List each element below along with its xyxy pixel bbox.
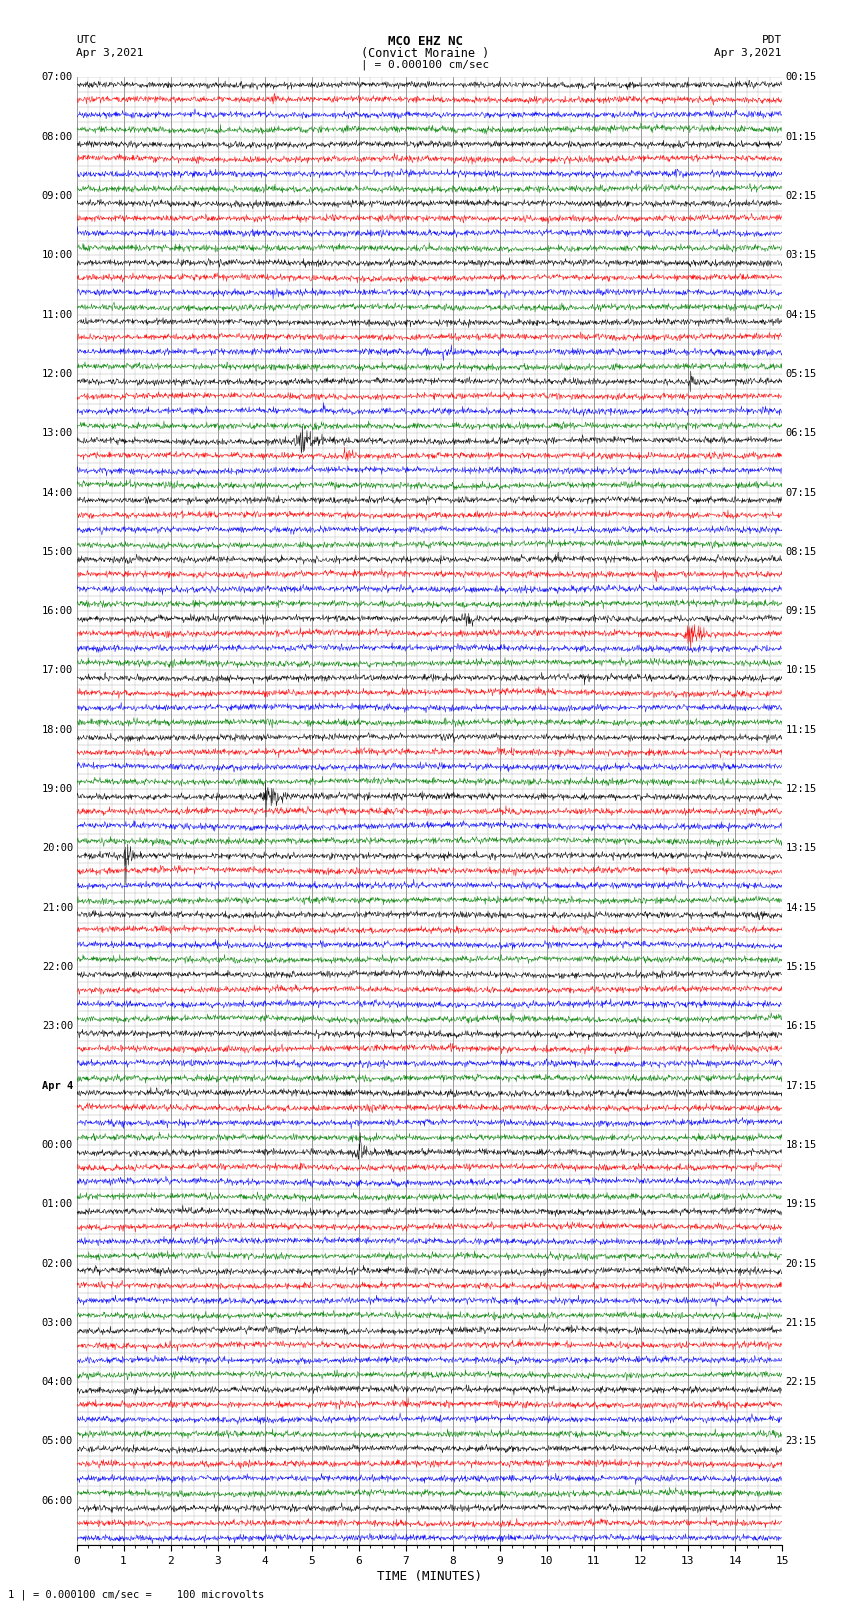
Text: 11:15: 11:15 [785,724,817,736]
Text: 12:00: 12:00 [42,369,73,379]
Text: 02:00: 02:00 [42,1258,73,1268]
X-axis label: TIME (MINUTES): TIME (MINUTES) [377,1569,482,1582]
Text: PDT: PDT [762,35,782,45]
Text: 04:15: 04:15 [785,310,817,319]
Text: 04:00: 04:00 [42,1378,73,1387]
Text: 22:15: 22:15 [785,1378,817,1387]
Text: 19:15: 19:15 [785,1198,817,1210]
Text: Apr 3,2021: Apr 3,2021 [715,48,782,58]
Text: 13:15: 13:15 [785,844,817,853]
Text: 05:15: 05:15 [785,369,817,379]
Text: 23:15: 23:15 [785,1437,817,1447]
Text: 18:00: 18:00 [42,724,73,736]
Text: 21:15: 21:15 [785,1318,817,1327]
Text: 02:15: 02:15 [785,190,817,202]
Text: 06:15: 06:15 [785,429,817,439]
Text: Apr 4: Apr 4 [42,1081,73,1090]
Text: 09:00: 09:00 [42,190,73,202]
Text: 08:15: 08:15 [785,547,817,556]
Text: 06:00: 06:00 [42,1495,73,1507]
Text: 15:15: 15:15 [785,961,817,973]
Text: (Convict Moraine ): (Convict Moraine ) [361,47,489,60]
Text: 20:00: 20:00 [42,844,73,853]
Text: 21:00: 21:00 [42,903,73,913]
Text: 10:00: 10:00 [42,250,73,260]
Text: 00:15: 00:15 [785,73,817,82]
Text: 23:00: 23:00 [42,1021,73,1031]
Text: 08:00: 08:00 [42,132,73,142]
Text: 07:00: 07:00 [42,73,73,82]
Text: Apr 3,2021: Apr 3,2021 [76,48,144,58]
Text: 07:15: 07:15 [785,487,817,497]
Text: 03:15: 03:15 [785,250,817,260]
Text: 00:00: 00:00 [42,1140,73,1150]
Text: 09:15: 09:15 [785,606,817,616]
Text: MCO EHZ NC: MCO EHZ NC [388,35,462,48]
Text: 03:00: 03:00 [42,1318,73,1327]
Text: 01:15: 01:15 [785,132,817,142]
Text: 19:00: 19:00 [42,784,73,794]
Text: 20:15: 20:15 [785,1258,817,1268]
Text: 15:00: 15:00 [42,547,73,556]
Text: UTC: UTC [76,35,97,45]
Text: 12:15: 12:15 [785,784,817,794]
Text: 13:00: 13:00 [42,429,73,439]
Text: 14:15: 14:15 [785,903,817,913]
Text: 10:15: 10:15 [785,666,817,676]
Text: 17:15: 17:15 [785,1081,817,1090]
Text: 17:00: 17:00 [42,666,73,676]
Text: 14:00: 14:00 [42,487,73,497]
Text: 18:15: 18:15 [785,1140,817,1150]
Text: 1 | = 0.000100 cm/sec =    100 microvolts: 1 | = 0.000100 cm/sec = 100 microvolts [8,1589,264,1600]
Text: 22:00: 22:00 [42,961,73,973]
Text: 01:00: 01:00 [42,1198,73,1210]
Text: | = 0.000100 cm/sec: | = 0.000100 cm/sec [361,60,489,71]
Text: 16:15: 16:15 [785,1021,817,1031]
Text: 11:00: 11:00 [42,310,73,319]
Text: 05:00: 05:00 [42,1437,73,1447]
Text: 16:00: 16:00 [42,606,73,616]
